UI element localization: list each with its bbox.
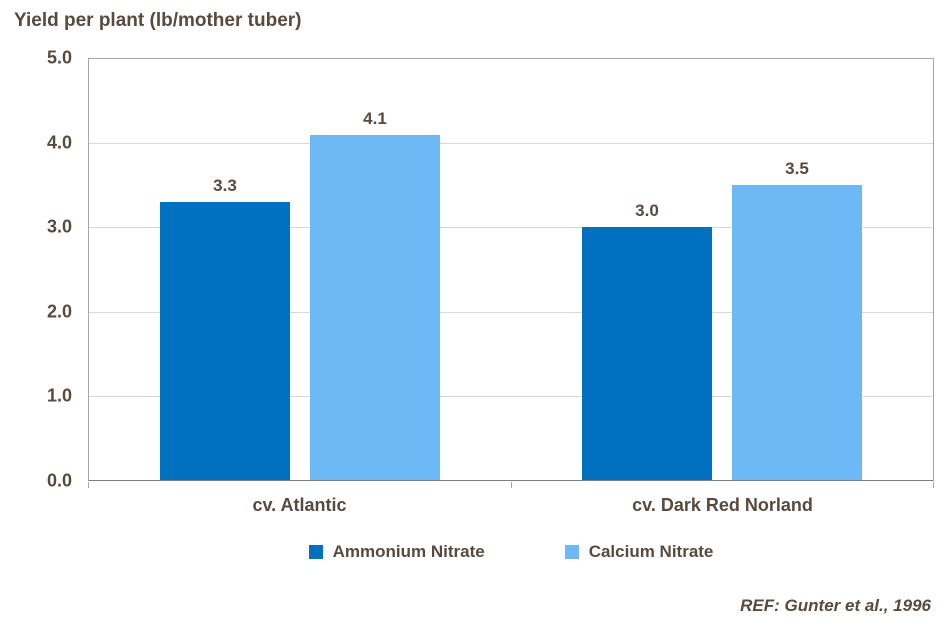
legend: Ammonium Nitrate Calcium Nitrate — [88, 542, 934, 562]
y-axis-tick-label: 3.0 — [46, 216, 72, 237]
y-axis-tick-label: 5.0 — [46, 47, 72, 68]
bar — [160, 202, 290, 480]
x-axis-tickmark — [933, 482, 934, 488]
legend-swatch — [308, 545, 323, 559]
legend-item: Ammonium Nitrate — [308, 542, 485, 562]
x-axis-tickmark — [511, 482, 512, 488]
gridline — [89, 395, 933, 397]
reference-note: REF: Gunter et al., 1996 — [740, 596, 931, 615]
legend-swatch — [564, 545, 579, 559]
bar — [310, 134, 440, 480]
x-axis: cv. Atlantic cv. Dark Red Norland — [88, 482, 934, 522]
bar-group: 3.3 4.1 — [160, 59, 440, 480]
bar-group: 3.0 3.5 — [582, 59, 862, 480]
chart-title: Yield per plant (lb/mother tuber) — [14, 10, 302, 31]
bar-column: 3.5 — [732, 59, 862, 480]
bar-value-label: 4.1 — [363, 108, 387, 128]
category-label: cv. Dark Red Norland — [632, 495, 813, 515]
plot-area: 3.3 4.1 3.0 3.5 — [88, 58, 934, 481]
y-axis: 0.0 1.0 2.0 3.0 4.0 5.0 — [0, 48, 80, 491]
gridline — [89, 143, 933, 145]
legend-label: Calcium Nitrate — [588, 542, 714, 561]
bar-column: 4.1 — [310, 59, 440, 480]
bar-column: 3.0 — [582, 59, 712, 480]
bar-value-label: 3.5 — [785, 159, 809, 179]
bar-value-label: 3.3 — [213, 176, 237, 196]
legend-label: Ammonium Nitrate — [332, 542, 485, 561]
category-label: cv. Atlantic — [252, 495, 347, 515]
y-axis-tick-label: 1.0 — [46, 385, 72, 406]
bar-column: 3.3 — [160, 59, 290, 480]
y-axis-tick-label: 0.0 — [46, 470, 72, 491]
gridline — [89, 227, 933, 229]
bar — [582, 227, 712, 480]
gridline — [89, 311, 933, 313]
bar-value-label: 3.0 — [635, 201, 659, 221]
bar — [732, 185, 862, 480]
legend-item: Calcium Nitrate — [564, 542, 714, 562]
y-axis-tick-label: 4.0 — [46, 132, 72, 153]
y-axis-tick-label: 2.0 — [46, 301, 72, 322]
x-axis-tickmark — [88, 482, 89, 488]
